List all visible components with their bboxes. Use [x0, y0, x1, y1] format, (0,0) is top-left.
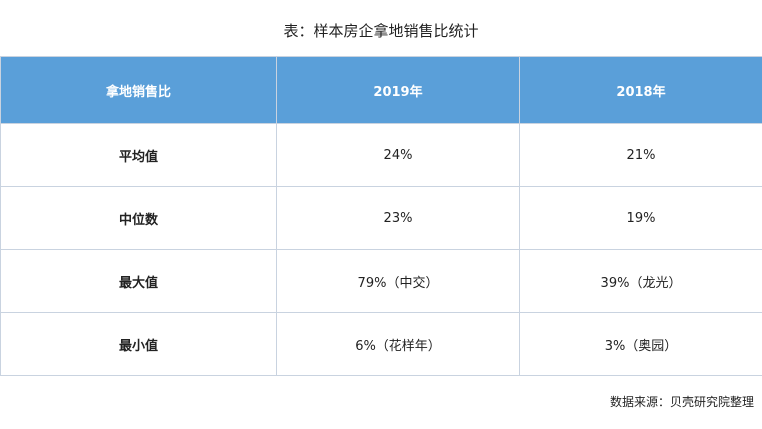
- column-header-2018: 2018年: [519, 56, 762, 124]
- cell-2018: 3%（奥园）: [519, 312, 762, 376]
- cell-2018: 21%: [519, 123, 762, 187]
- cell-2019: 23%: [276, 186, 520, 250]
- row-label-max: 最大值: [0, 249, 277, 313]
- data-source-note: 数据来源：贝壳研究院整理: [609, 395, 754, 409]
- row-label-median: 中位数: [0, 186, 277, 250]
- cell-2019: 24%: [276, 123, 520, 187]
- column-header-metric: 拿地销售比: [0, 56, 277, 124]
- table-title: 表：样本房企拿地销售比统计: [283, 22, 479, 40]
- row-label-average: 平均值: [0, 123, 277, 187]
- cell-2018: 19%: [519, 186, 762, 250]
- cell-2019: 6%（花样年）: [276, 312, 520, 376]
- cell-2019: 79%（中交）: [276, 249, 520, 313]
- table-row: 平均值 24% 21%: [0, 123, 762, 187]
- table-row: 最小值 6%（花样年） 3%（奥园）: [0, 312, 762, 376]
- column-header-2019: 2019年: [276, 56, 520, 124]
- table-row: 最大值 79%（中交） 39%（龙光）: [0, 249, 762, 313]
- cell-2018: 39%（龙光）: [519, 249, 762, 313]
- table-header-row: 拿地销售比 2019年 2018年: [0, 56, 762, 124]
- row-label-min: 最小值: [0, 312, 277, 376]
- table-row: 中位数 23% 19%: [0, 186, 762, 250]
- stats-table: 拿地销售比 2019年 2018年 平均值 24% 21% 中位数 23% 19…: [0, 56, 762, 376]
